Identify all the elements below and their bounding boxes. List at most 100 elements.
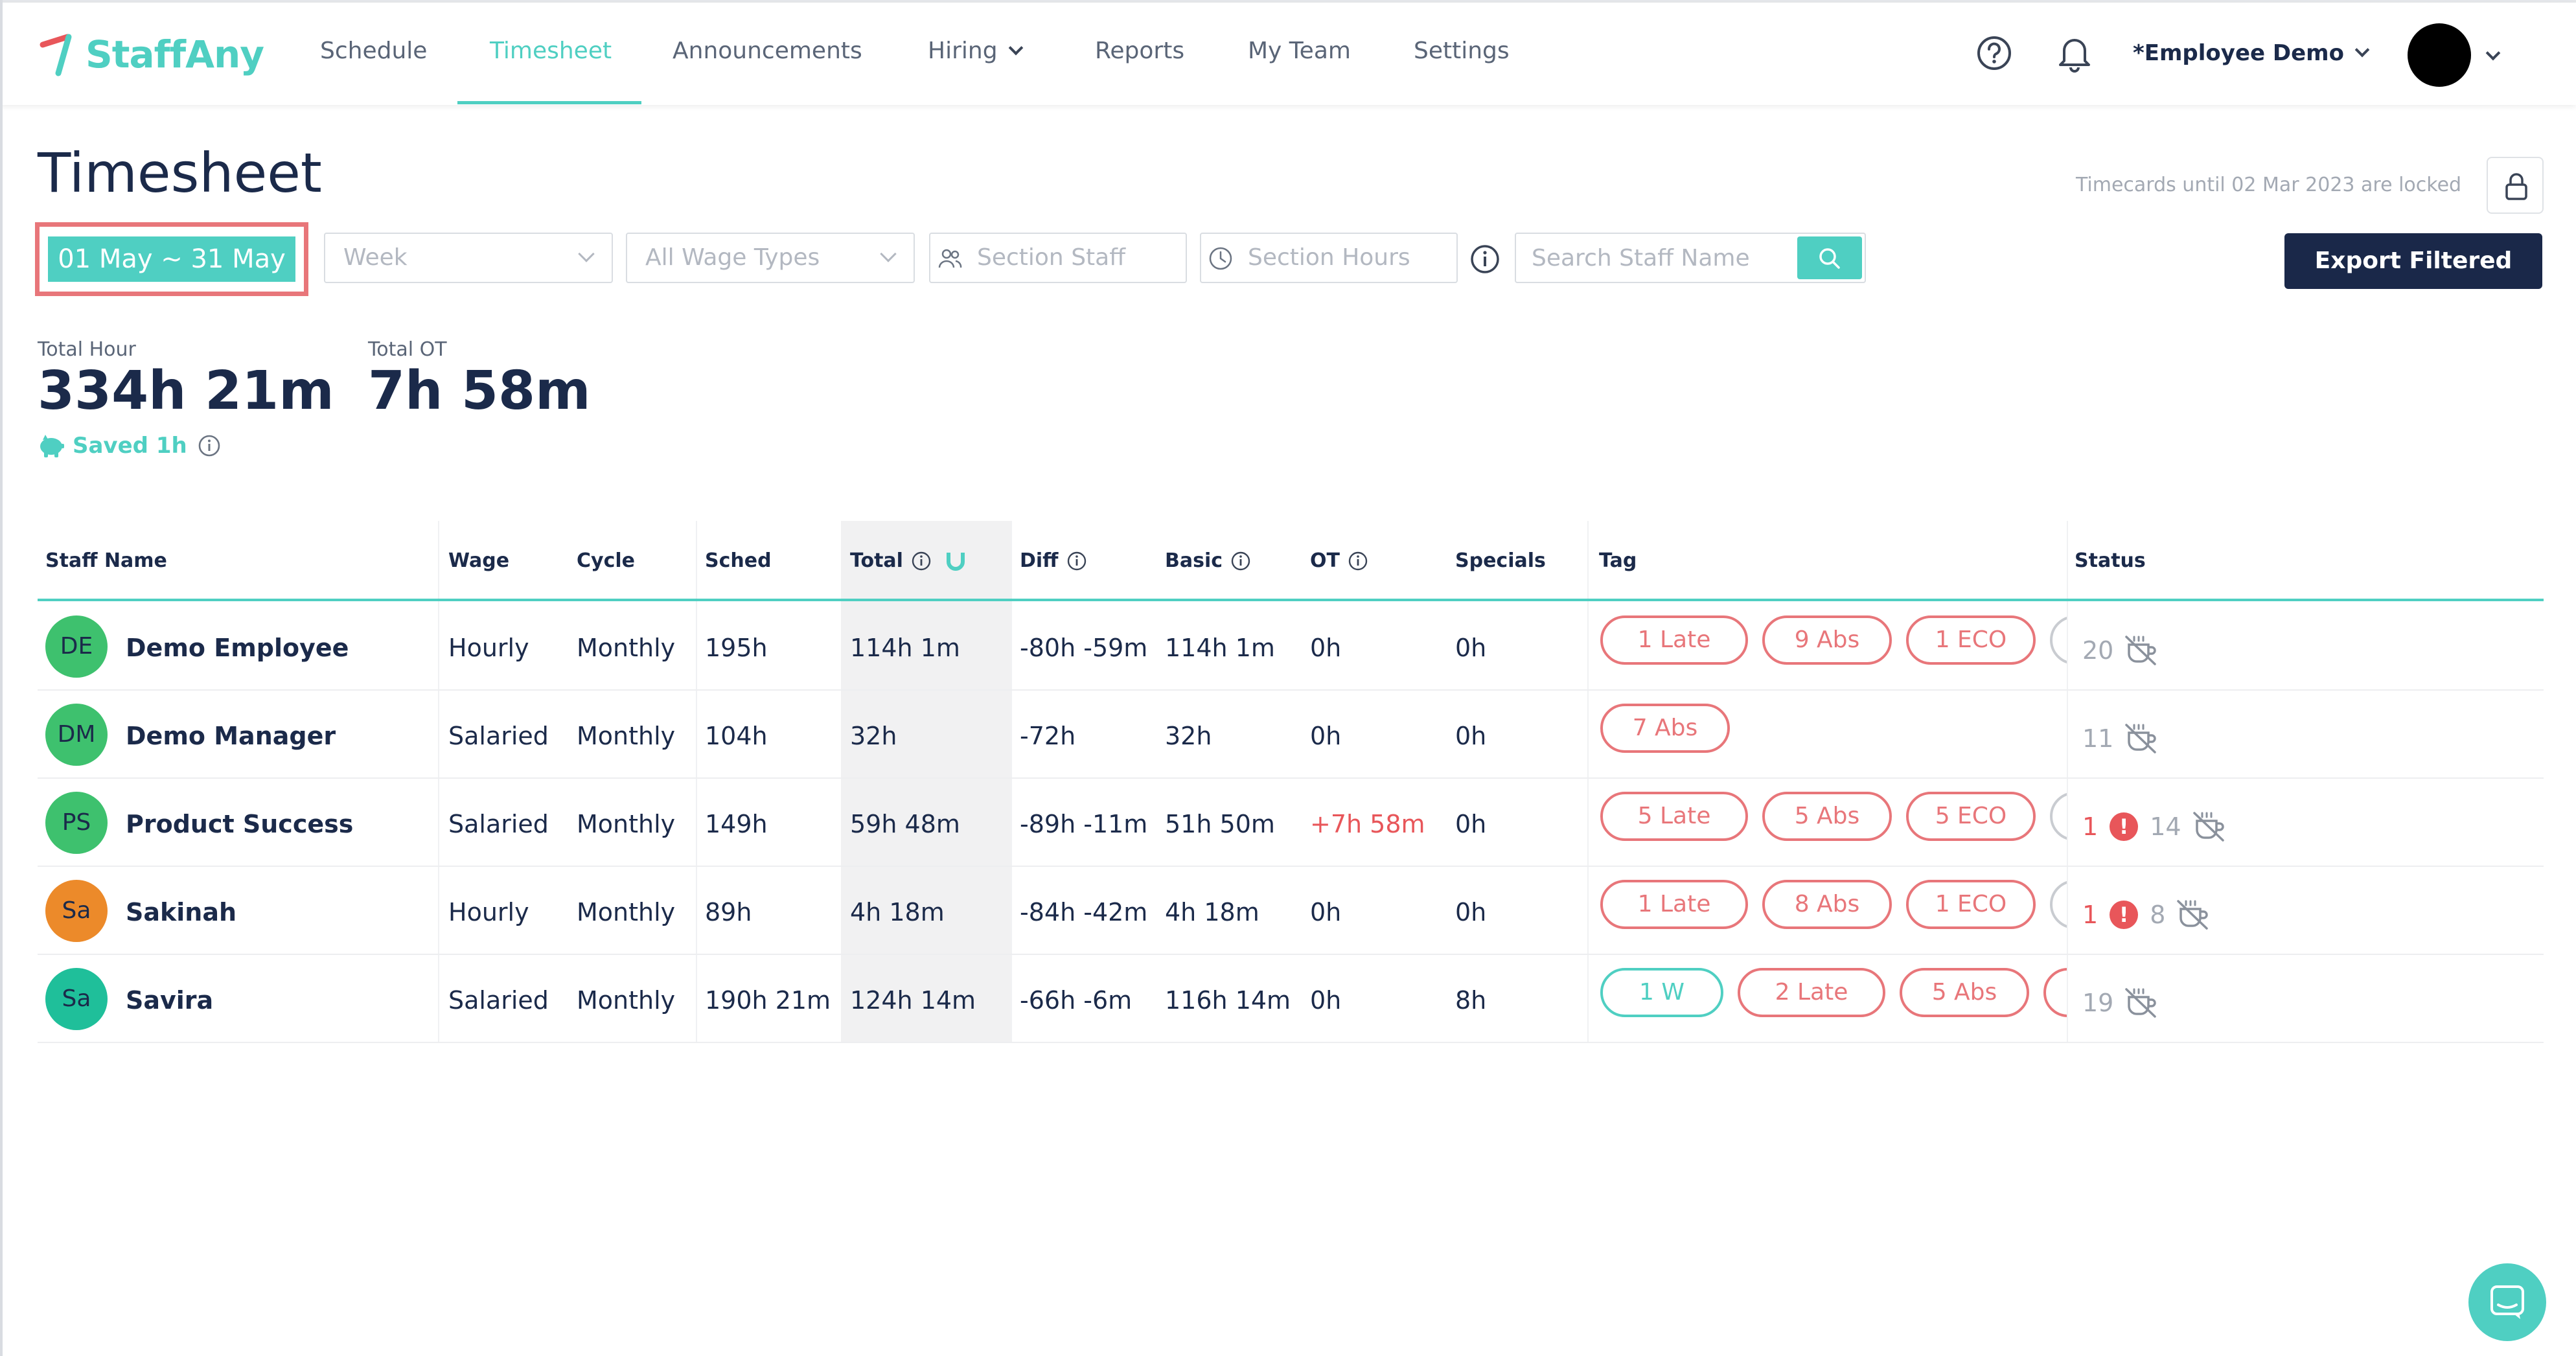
info-icon[interactable] [1066,551,1087,571]
tag-badge[interactable]: 4 MC [2050,792,2067,841]
info-icon[interactable] [1469,244,1501,275]
column-header-basic[interactable]: Basic [1165,549,1251,572]
column-header-ot[interactable]: OT [1310,549,1368,572]
column-header-cycle[interactable]: Cycle [577,549,635,572]
info-icon[interactable] [911,551,932,571]
tag-badge[interactable]: 2 OT [2050,880,2067,929]
staff-name[interactable]: Product Success [126,810,354,838]
staff-name[interactable]: Demo Employee [126,634,349,662]
search-input[interactable] [1517,235,1796,281]
staff-name[interactable]: Savira [126,986,214,1015]
chat-support-button[interactable] [2468,1263,2546,1341]
tag-badge[interactable]: 3 MC [2050,615,2067,665]
no-break-icon[interactable] [2122,987,2159,1019]
lock-button[interactable] [2487,157,2544,214]
tag-badge[interactable]: 1 ECO [1906,880,2036,929]
nav-item-settings[interactable]: Settings [1414,38,1510,64]
chevron-down-icon [1008,40,1023,56]
table-row[interactable]: Sa Sakinah Hourly Monthly 89h 4h 18m -84h -42m… [0,866,2576,954]
tag-badge[interactable]: 9 Abs [1762,615,1892,665]
cell-total: 124h 14m [850,986,976,1015]
export-filtered-button[interactable]: Export Filtered [2284,233,2542,289]
chevron-down-icon [880,246,897,262]
cell-ot: +7h 58m [1310,810,1425,838]
tag-badge[interactable]: 2 ECO [2043,968,2067,1017]
tag-badge[interactable]: 5 Abs [1762,792,1892,841]
nav-item-reports[interactable]: Reports [1095,38,1185,64]
info-icon[interactable] [198,434,221,457]
nav-item-my-team[interactable]: My Team [1248,38,1351,64]
logo-mark-icon [40,34,72,76]
tag-list: 7 Abs [1595,701,2067,763]
column-header-diff[interactable]: Diff [1020,549,1087,572]
users-icon [938,249,962,268]
org-switcher[interactable]: *Employee Demo [2133,40,2370,66]
period-select[interactable]: Week [324,233,613,283]
tag-badge[interactable]: 7 Abs [1600,704,1730,753]
nav-item-schedule[interactable]: Schedule [320,38,428,64]
column-header-sched[interactable]: Sched [705,549,772,572]
tag-badge[interactable]: 8 Abs [1762,880,1892,929]
section-staff-select[interactable]: Section Staff [929,233,1187,283]
status-count: 19 [2082,989,2114,1017]
cell-basic: 51h 50m [1165,810,1275,838]
table-row[interactable]: Sa Savira Salaried Monthly 190h 21m 124h 14m -… [0,954,2576,1042]
window-left-border [0,0,3,1356]
alert-icon[interactable]: ! [2110,901,2139,929]
total-hour-label: Total Hour [38,338,136,361]
column-header-total[interactable]: Total [850,549,967,572]
staff-name[interactable]: Demo Manager [126,722,336,750]
table-row[interactable]: DE Demo Employee Hourly Monthly 195h 114h 1m -… [0,601,2576,689]
table-row[interactable]: DM Demo Manager Salaried Monthly 104h 32h -72h… [0,689,2576,777]
no-break-icon[interactable] [2122,722,2159,755]
logo[interactable]: StaffAny [39,29,264,80]
column-header-staff-name[interactable]: Staff Name [45,549,167,572]
alert-icon[interactable]: ! [2110,812,2139,841]
wage-type-select[interactable]: All Wage Types [626,233,915,283]
no-break-icon[interactable] [2174,899,2211,931]
cell-cycle: Monthly [577,722,676,750]
cell-diff: -89h -11m [1020,810,1148,838]
no-break-icon[interactable] [2122,634,2159,667]
status-cell: 1! 8 [2082,895,2211,934]
column-header-status[interactable]: Status [2075,549,2146,572]
nav-item-timesheet[interactable]: Timesheet [490,38,612,64]
status-cell: 1! 14 [2082,807,2227,846]
search-field [1515,233,1866,283]
staff-avatar: DM [45,704,108,766]
tag-badge[interactable]: 5 ECO [1906,792,2036,841]
tag-badge[interactable]: 1 ECO [1906,615,2036,665]
search-button[interactable] [1797,236,1862,279]
nav-item-announcements[interactable]: Announcements [673,38,862,64]
nav-item-hiring[interactable]: Hiring [928,38,1023,64]
bell-icon[interactable] [2055,32,2094,73]
cell-basic: 116h 14m [1165,986,1291,1015]
section-hours-select[interactable]: Section Hours [1200,233,1458,283]
cell-diff: -80h -59m [1020,634,1148,662]
table-row[interactable]: PS Product Success Salaried Monthly 149h 59h … [0,777,2576,866]
staff-name[interactable]: Sakinah [126,898,237,926]
tag-badge[interactable]: 2 Late [1738,968,1885,1017]
column-divider [696,521,697,1042]
date-range-picker[interactable]: 01 May ~ 31 May [48,236,295,282]
tag-badge[interactable]: 1 W [1600,968,1723,1017]
tag-badge[interactable]: 5 Abs [1900,968,2029,1017]
help-icon[interactable] [1976,35,2012,71]
top-nav: StaffAny Schedule Timesheet Announcement… [0,3,2576,105]
info-icon[interactable] [1230,551,1251,571]
cell-cycle: Monthly [577,634,676,662]
column-header-tag[interactable]: Tag [1599,549,1637,572]
column-header-specials[interactable]: Specials [1455,549,1546,572]
info-icon[interactable] [1348,551,1368,571]
chevron-down-icon[interactable] [2485,45,2501,61]
column-header-wage[interactable]: Wage [448,549,510,572]
search-icon [1819,248,1840,269]
tag-badge[interactable]: 1 Late [1600,615,1748,665]
magnet-icon[interactable] [945,550,967,572]
tag-badge[interactable]: 5 Late [1600,792,1748,841]
user-avatar[interactable] [2408,23,2471,87]
no-break-icon[interactable] [2191,810,2227,843]
tag-badge[interactable]: 1 Late [1600,880,1748,929]
cell-ot: 0h [1310,898,1342,926]
section-hours-select-value: Section Hours [1248,244,1410,271]
